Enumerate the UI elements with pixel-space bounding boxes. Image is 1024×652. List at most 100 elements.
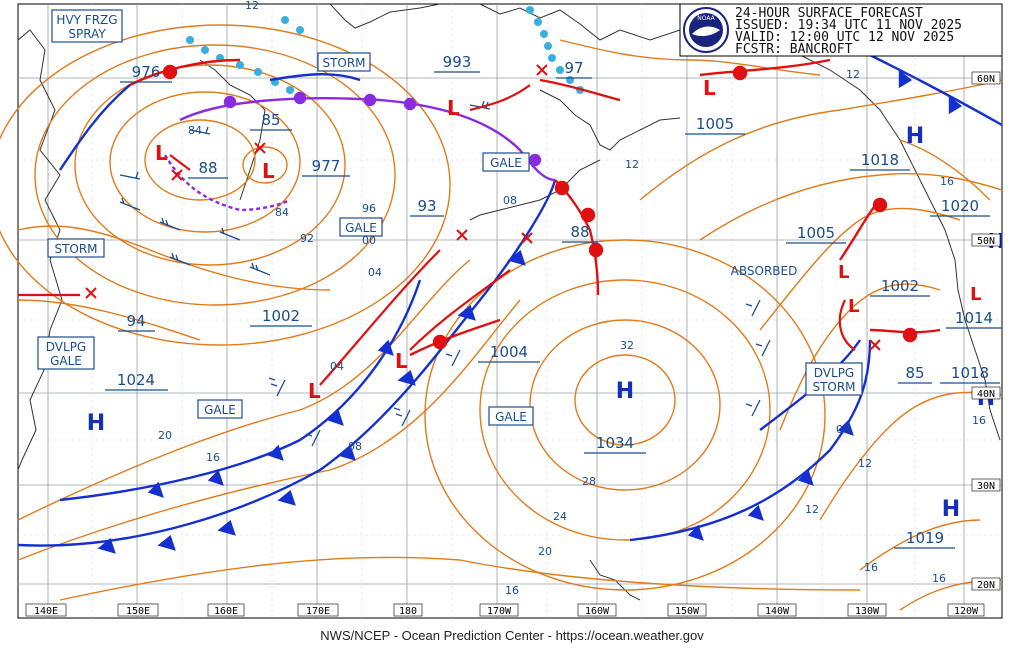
svg-text:L: L — [838, 262, 849, 283]
dvlpg-gale-label-1: DVLPG — [46, 340, 86, 354]
gale-warning-west: GALE — [204, 403, 236, 417]
pressure-1018-north: 1018 — [861, 151, 899, 169]
pressure-1020: 1020 — [941, 197, 979, 215]
map-frame — [17, 3, 1003, 619]
noaa-logo-text: NOAA — [697, 15, 715, 22]
isobar-label-92: 92 — [300, 232, 314, 245]
gale-warning-south: GALE — [495, 410, 527, 424]
isobar-label-12-top: 12 — [245, 0, 259, 12]
lon-label-130w: 130W — [855, 606, 880, 617]
header-line-issued: ISSUED: 19:34 UTC 11 NOV 2025 — [735, 18, 962, 33]
coastlines — [17, 3, 1001, 601]
isobar-label-16-east: 16 — [972, 414, 986, 427]
pressure-1002-west: 1002 — [262, 307, 300, 325]
lat-label-40n: 40N — [977, 389, 995, 400]
isobar-label-12-ne: 12 — [846, 68, 860, 81]
svg-text:L: L — [970, 284, 981, 305]
absorbed-label: ABSORBED — [731, 264, 798, 278]
gale-warning-aleutian: GALE — [490, 156, 522, 170]
pressure-993: 993 — [443, 53, 472, 71]
isobar-label-16-ne: 16 — [940, 175, 954, 188]
svg-text:L: L — [848, 296, 859, 317]
lon-label-150w: 150W — [675, 606, 700, 617]
cold-fronts — [17, 48, 1003, 554]
warm-fronts — [129, 58, 941, 357]
isobar-label-32: 32 — [620, 339, 634, 352]
lon-label-170e: 170E — [306, 606, 330, 617]
svg-text:H: H — [616, 379, 634, 404]
pressure-976: 976 — [132, 63, 161, 81]
pressure-1005-north: 1005 — [696, 115, 734, 133]
svg-text:H: H — [87, 411, 105, 436]
pressure-85-east: 85 — [905, 364, 924, 382]
warning-labels — [37, 9, 863, 426]
low-pressure-centers: L L L L L L L L L — [155, 76, 981, 403]
low-track-arrows — [18, 84, 856, 386]
isobar-label-08-central: 08 — [503, 194, 517, 207]
header-line-title: 24-HOUR SURFACE FORECAST — [735, 6, 923, 21]
lon-label-160w: 160W — [585, 606, 610, 617]
lon-label-120w: 120W — [954, 606, 979, 617]
gale-warning-central: GALE — [345, 221, 377, 235]
isobar-label-08-west: 08 — [348, 440, 362, 453]
svg-text:L: L — [447, 96, 460, 120]
pressure-93: 93 — [417, 197, 436, 215]
isobar-label-20-south: 20 — [538, 545, 552, 558]
header-line-forecaster: FCSTR: BANCROFT — [735, 42, 853, 57]
latitude-label-boxes — [971, 71, 1001, 591]
pressure-85: 85 — [261, 111, 280, 129]
isobar-label-00: 00 — [362, 234, 376, 247]
pressure-1004: 1004 — [490, 343, 528, 361]
isobar-label-96: 96 — [362, 202, 376, 215]
isobar-label-12-southeast: 12 — [805, 503, 819, 516]
pressure-1014: 1014 — [955, 309, 993, 327]
isobar-label-28: 28 — [582, 475, 596, 488]
lon-label-140w: 140W — [765, 606, 790, 617]
lat-label-60n: 60N — [977, 74, 995, 85]
longitude-labels — [25, 603, 985, 617]
lon-label-170w: 170W — [487, 606, 512, 617]
pressure-94: 94 — [126, 312, 145, 330]
isobar-label-16-south: 16 — [505, 584, 519, 597]
svg-text:L: L — [395, 349, 408, 373]
storm-warning-north: STORM — [322, 56, 365, 70]
isobars — [0, 24, 1003, 611]
footer-credit: NWS/NCEP - Ocean Prediction Center - htt… — [320, 628, 704, 643]
isobar-label-12-east: 12 — [858, 457, 872, 470]
isobar-label-04-west: 04 — [330, 360, 344, 373]
pressure-1002-east: 1002 — [881, 277, 919, 295]
pressure-88-west: 88 — [198, 159, 217, 177]
pressure-88-east: 88 — [570, 223, 589, 241]
low-x-marks — [85, 64, 881, 351]
lat-label-50n: 50N — [977, 236, 995, 247]
lat-label-20n: 20N — [977, 580, 995, 591]
pressure-1018-east: 1018 — [951, 364, 989, 382]
svg-text:L: L — [262, 159, 275, 183]
isobar-label-24: 24 — [553, 510, 567, 523]
dvlpg-storm-label-1: DVLPG — [814, 366, 854, 380]
dvlpg-gale-label-2: GALE — [50, 354, 82, 368]
isobar-label-84-south: 84 — [275, 206, 289, 219]
hvy-frzg-spray-label-2: SPRAY — [68, 27, 106, 41]
svg-text:H: H — [906, 124, 924, 149]
lat-label-30n: 30N — [977, 481, 995, 492]
svg-text:L: L — [155, 141, 168, 165]
pressure-1034: 1034 — [596, 434, 634, 452]
isobar-label-16-se: 16 — [864, 561, 878, 574]
lon-label-160e: 160E — [214, 606, 238, 617]
isobar-label-08-east: 08 — [836, 423, 850, 436]
dvlpg-storm-label-2: STORM — [812, 380, 855, 394]
lon-label-180: 180 — [399, 606, 417, 617]
forecast-header: NOAA 24-HOUR SURFACE FORECAST ISSUED: 19… — [679, 3, 1003, 57]
pressure-1019: 1019 — [906, 529, 944, 547]
svg-text:L: L — [703, 76, 716, 100]
wind-barbs — [119, 100, 771, 447]
storm-warning-west: STORM — [54, 242, 97, 256]
hvy-frzg-spray-label-1: HVY FRZG — [56, 13, 117, 27]
header-line-valid: VALID: 12:00 UTC 12 NOV 2025 — [735, 30, 954, 45]
lon-label-150e: 150E — [126, 606, 150, 617]
isobar-label-20-west: 20 — [158, 429, 172, 442]
pressure-977: 977 — [312, 157, 341, 175]
isobar-label-16-west: 16 — [206, 451, 220, 464]
